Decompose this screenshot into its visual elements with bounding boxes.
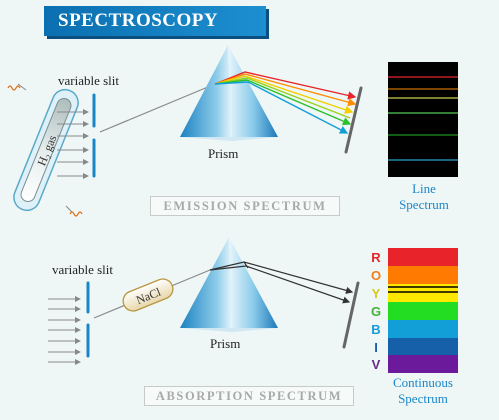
emission-slit-label: variable slit: [58, 73, 120, 88]
nacl-cell: NaCl: [122, 278, 174, 312]
line-spectrum-label-2: Spectrum: [399, 197, 449, 212]
roygbiv-b: B: [371, 322, 381, 337]
continuous-spectrum-label-2: Spectrum: [398, 391, 448, 406]
emission-dispersed-rays: [214, 71, 357, 134]
roygbiv-g: G: [370, 304, 382, 319]
roygbiv-y: Y: [371, 286, 381, 301]
absorption-incoming-rays: [48, 296, 81, 365]
absorption-slit-label: variable slit: [52, 262, 114, 277]
absorption-prism: [180, 237, 278, 332]
roygbiv-v: V: [371, 357, 381, 372]
absorption-dispersed-rays: [209, 261, 354, 304]
continuous-spectrum-label: Continuous Spectrum: [378, 375, 468, 407]
emission-prism: [180, 45, 278, 141]
electrode-bottom: [65, 205, 83, 217]
emission-caption: EMISSION SPECTRUM: [150, 196, 340, 216]
absorption-section: NaCl: [48, 237, 458, 373]
emission-screen: [344, 86, 363, 154]
absorption-caption: ABSORPTION SPECTRUM: [144, 386, 354, 406]
electrode-top: [7, 83, 27, 91]
roygbiv-i: I: [374, 340, 378, 355]
continuous-spectrum-label-1: Continuous: [393, 375, 453, 390]
emission-beam: [99, 83, 216, 133]
line-spectrum-label: Line Spectrum: [384, 181, 464, 213]
emission-prism-label: Prism: [208, 146, 239, 161]
page-title: SPECTROSCOPY: [58, 10, 219, 31]
roygbiv-r: R: [371, 250, 381, 265]
line-spectrum-label-1: Line: [412, 181, 436, 196]
emission-incoming-rays: [57, 109, 89, 179]
line-spectrum: [388, 62, 458, 177]
continuous-spectrum: [388, 248, 458, 373]
emission-section: H₂ gas: [7, 45, 458, 217]
title-banner: SPECTROSCOPY: [44, 6, 266, 36]
absorption-prism-label: Prism: [210, 336, 241, 351]
absorption-screen: [342, 281, 360, 349]
roygbiv-o: O: [370, 268, 382, 283]
